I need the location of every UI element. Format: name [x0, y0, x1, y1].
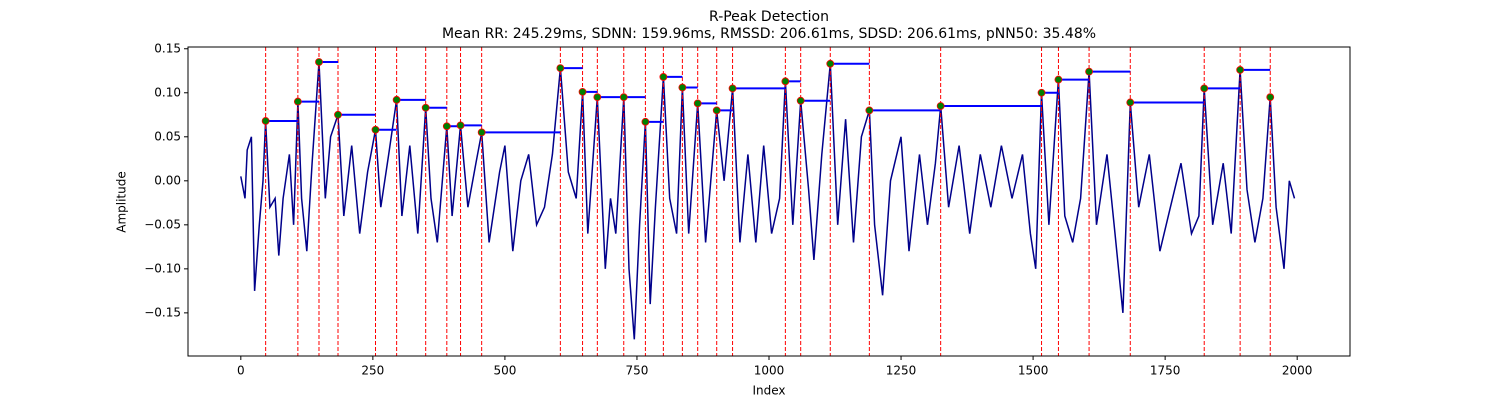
x-tick-label: 2000 — [1282, 364, 1313, 378]
peak-marker — [1037, 88, 1046, 97]
peak-marker — [796, 96, 805, 105]
plot-frame — [187, 46, 1351, 357]
y-tick-label: −0.15 — [144, 305, 181, 319]
y-tick-label: 0.00 — [154, 173, 181, 187]
y-tick-label: 0.10 — [154, 85, 181, 99]
signal-line — [240, 61, 1296, 340]
peak-marker — [578, 87, 587, 96]
y-tick-label: −0.05 — [144, 217, 181, 231]
x-axis-label: Index — [752, 384, 785, 398]
peak-marker — [693, 99, 702, 108]
peak-marker — [1200, 84, 1209, 93]
chart-title: R-Peak Detection — [709, 9, 829, 25]
peak-marker — [1126, 98, 1135, 107]
x-tick-label: 0 — [237, 364, 245, 378]
y-tick-label: 0.05 — [154, 129, 181, 143]
peak-marker — [826, 59, 835, 68]
peak-marker — [371, 125, 380, 134]
peak-marker — [1236, 65, 1245, 74]
peak-marker — [477, 128, 486, 137]
peak-marker — [456, 121, 465, 130]
peak-marker — [781, 77, 790, 86]
y-axis-label: Amplitude — [115, 171, 129, 233]
peak-marker — [315, 58, 323, 66]
peak-marker — [659, 73, 668, 81]
peak-marker — [936, 102, 945, 110]
peak-marker — [728, 84, 737, 93]
peak-marker — [261, 117, 270, 125]
x-tick-label: 500 — [493, 364, 516, 378]
x-tick-label: 1500 — [1018, 364, 1049, 378]
peak-marker — [593, 93, 602, 102]
x-tick-label: 1250 — [886, 364, 917, 378]
x-tick-label: 1750 — [1150, 364, 1181, 378]
peak-marker — [421, 103, 430, 112]
y-tick-label: −0.10 — [144, 261, 181, 275]
peak-marker — [556, 64, 565, 73]
peak-marker — [1054, 75, 1063, 84]
peak-marker — [392, 95, 401, 104]
peak-marker — [865, 106, 874, 115]
peak-marker — [334, 110, 342, 119]
peak-marker — [712, 106, 721, 115]
peak-marker — [293, 97, 302, 106]
peak-marker — [1266, 93, 1275, 102]
peak-marker — [619, 93, 628, 102]
x-tick-label: 250 — [361, 364, 384, 378]
x-tick-label: 1000 — [754, 364, 785, 378]
y-tick-label: 0.15 — [154, 41, 181, 55]
peak-marker — [641, 117, 650, 126]
peak-marker — [678, 83, 687, 92]
chart-subtitle: Mean RR: 245.29ms, SDNN: 159.96ms, RMSSD… — [442, 26, 1096, 42]
peak-marker — [442, 122, 451, 131]
x-tick-label: 750 — [626, 364, 649, 378]
peak-marker — [1085, 67, 1093, 76]
